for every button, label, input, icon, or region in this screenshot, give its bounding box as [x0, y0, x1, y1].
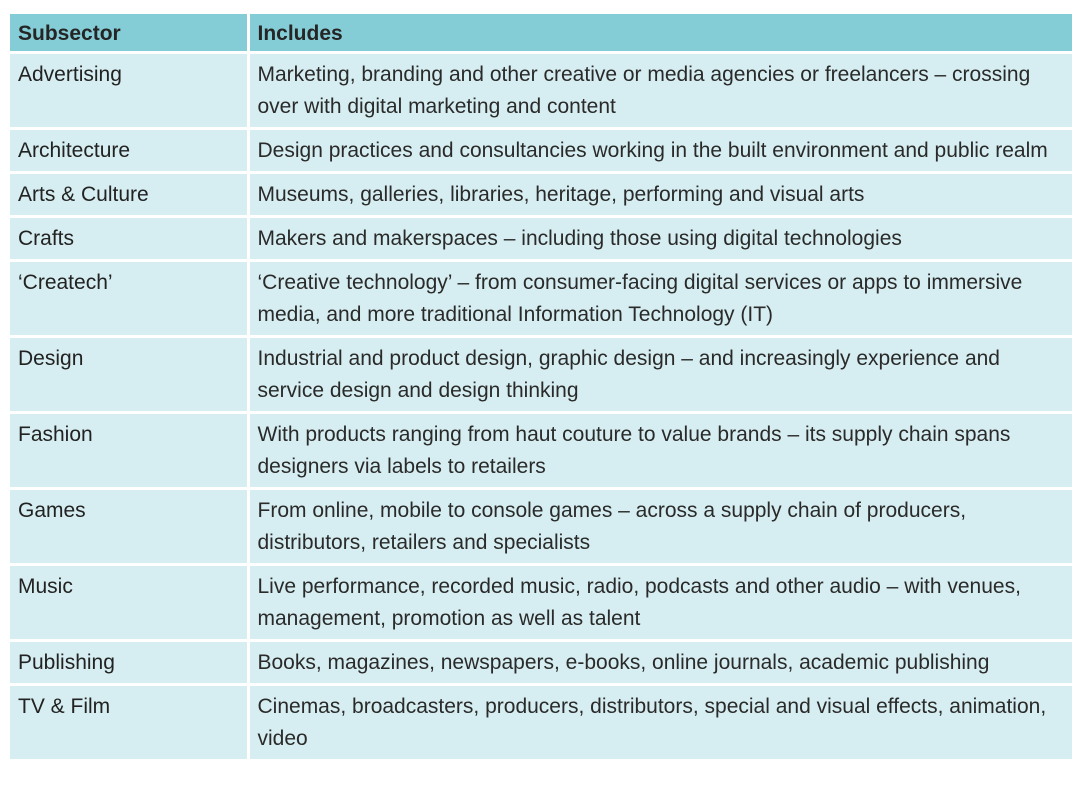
- subsector-cell: Crafts: [10, 216, 250, 262]
- includes-cell: Live performance, recorded music, radio,…: [248, 564, 1072, 642]
- includes-cell: From online, mobile to console games – a…: [248, 488, 1072, 566]
- header-includes: Includes: [248, 14, 1072, 54]
- subsector-cell: Fashion: [10, 412, 250, 490]
- table-row: Games From online, mobile to console gam…: [10, 488, 1072, 566]
- includes-cell: With products ranging from haut couture …: [248, 412, 1072, 490]
- includes-cell: Makers and makerspaces – including those…: [248, 216, 1072, 262]
- table-row: Crafts Makers and makerspaces – includin…: [10, 216, 1072, 262]
- subsector-cell: Design: [10, 336, 250, 414]
- header-subsector: Subsector: [10, 14, 250, 54]
- subsector-cell: Advertising: [10, 52, 250, 130]
- subsector-cell: ‘Createch’: [10, 260, 250, 338]
- subsector-cell: Publishing: [10, 640, 250, 686]
- table-row: Arts & Culture Museums, galleries, libra…: [10, 172, 1072, 218]
- table-row: Design Industrial and product design, gr…: [10, 336, 1072, 414]
- table-row: Advertising Marketing, branding and othe…: [10, 52, 1072, 130]
- table-row: Music Live performance, recorded music, …: [10, 564, 1072, 642]
- table-row: ‘Createch’ ‘Creative technology’ – from …: [10, 260, 1072, 338]
- table-row: TV & Film Cinemas, broadcasters, produce…: [10, 684, 1072, 762]
- subsector-cell: Music: [10, 564, 250, 642]
- includes-cell: Books, magazines, newspapers, e-books, o…: [248, 640, 1072, 686]
- includes-cell: Marketing, branding and other creative o…: [248, 52, 1072, 130]
- table-header-row: Subsector Includes: [10, 14, 1072, 54]
- includes-cell: Museums, galleries, libraries, heritage,…: [248, 172, 1072, 218]
- includes-cell: Cinemas, broadcasters, producers, distri…: [248, 684, 1072, 762]
- subsector-cell: Architecture: [10, 128, 250, 174]
- table-row: Fashion With products ranging from haut …: [10, 412, 1072, 490]
- subsector-table-container: Subsector Includes Advertising Marketing…: [10, 14, 1072, 762]
- includes-cell: Design practices and consultancies worki…: [248, 128, 1072, 174]
- subsector-cell: TV & Film: [10, 684, 250, 762]
- table-row: Publishing Books, magazines, newspapers,…: [10, 640, 1072, 686]
- includes-cell: ‘Creative technology’ – from consumer-fa…: [248, 260, 1072, 338]
- subsector-cell: Arts & Culture: [10, 172, 250, 218]
- includes-cell: Industrial and product design, graphic d…: [248, 336, 1072, 414]
- table-row: Architecture Design practices and consul…: [10, 128, 1072, 174]
- subsector-cell: Games: [10, 488, 250, 566]
- subsector-table: Subsector Includes Advertising Marketing…: [10, 14, 1072, 762]
